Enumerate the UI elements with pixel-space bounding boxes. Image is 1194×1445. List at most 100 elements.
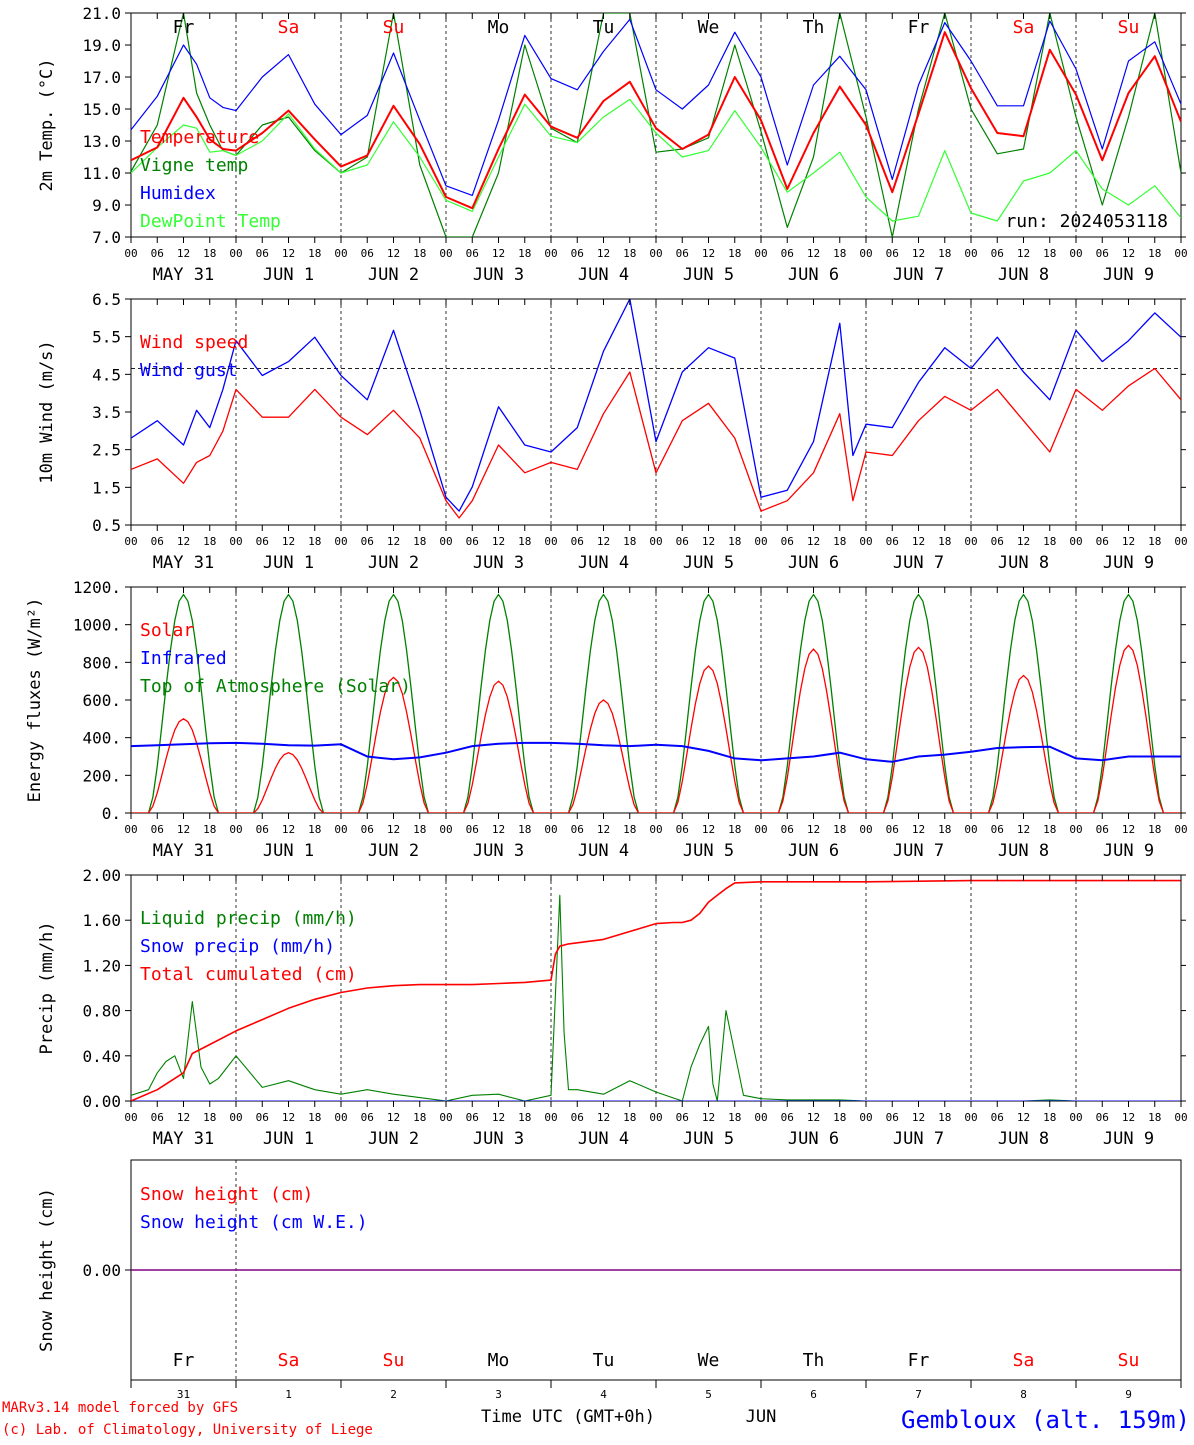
day-number-label: 7 <box>915 1388 922 1401</box>
x-day-label: JUN 6 <box>788 553 839 573</box>
weekday-label: Fr <box>908 1350 930 1371</box>
y-tick-label: 21.0 <box>82 4 121 23</box>
weekday-label: Su <box>1118 17 1140 38</box>
weekday-label: Su <box>1118 1350 1140 1371</box>
x-hour-label: 18 <box>518 1111 531 1124</box>
series-line-total-cumulated-cm- <box>131 879 1181 1101</box>
x-hour-label: 18 <box>623 535 636 548</box>
x-hour-label: 00 <box>229 823 242 836</box>
x-hour-label: 00 <box>439 535 452 548</box>
x-hour-label: 12 <box>702 1111 715 1124</box>
x-day-label: JUN 7 <box>893 1129 944 1149</box>
y-tick-label: 7.0 <box>92 228 121 247</box>
legend-entry: Snow height (cm) <box>140 1184 313 1205</box>
y-tick-label: 4.5 <box>92 365 121 384</box>
y-tick-label: 9.0 <box>92 196 121 215</box>
x-hour-label: 12 <box>597 247 610 260</box>
precip-lines <box>131 879 1181 1101</box>
x-hour-label: 00 <box>229 247 242 260</box>
y-tick-label: 1.60 <box>82 911 121 930</box>
x-hour-label: 00 <box>754 247 767 260</box>
weekday-label: Su <box>383 1350 405 1371</box>
x-hour-label: 12 <box>807 247 820 260</box>
x-hour-label: 00 <box>544 535 557 548</box>
day-number-label: 8 <box>1020 1388 1027 1401</box>
y-axis-label: Energy fluxes (W/m²) <box>25 598 45 803</box>
x-hour-label: 06 <box>1096 1111 1109 1124</box>
x-hour-label: 00 <box>754 823 767 836</box>
x-hour-label: 18 <box>833 823 846 836</box>
x-hour-label: 06 <box>256 823 269 836</box>
x-hour-label: 12 <box>1017 247 1030 260</box>
weekday-label: Fr <box>173 17 195 38</box>
y-tick-label: 1000. <box>73 616 121 635</box>
y-tick-label: 1.20 <box>82 956 121 975</box>
x-day-label: JUN 2 <box>368 1129 419 1149</box>
series-line-wind-gust <box>131 299 1181 512</box>
wind-lines <box>131 299 1181 519</box>
x-hour-label: 00 <box>754 535 767 548</box>
day-number-label: 1 <box>285 1388 292 1401</box>
x-hour-label: 18 <box>413 823 426 836</box>
run-label: run: 2024053118 <box>1005 211 1168 232</box>
x-hour-label: 00 <box>859 535 872 548</box>
x-hour-label: 12 <box>177 1111 190 1124</box>
x-hour-label: 06 <box>151 1111 164 1124</box>
x-hour-label: 12 <box>597 1111 610 1124</box>
x-day-label: JUN 2 <box>368 841 419 861</box>
x-day-label: JUN 2 <box>368 553 419 573</box>
x-hour-label: 00 <box>1069 535 1082 548</box>
weekday-label: We <box>698 1350 720 1371</box>
y-tick-label: 6.5 <box>92 290 121 309</box>
x-hour-label: 12 <box>1122 1111 1135 1124</box>
x-day-label: JUN 3 <box>473 265 524 285</box>
x-hour-label: 06 <box>991 1111 1004 1124</box>
legend-entry: Vigne temp <box>140 155 248 176</box>
y-tick-label: 0.80 <box>82 1002 121 1021</box>
y-tick-label: 2.5 <box>92 441 121 460</box>
y-tick-label: 0.00 <box>82 1092 121 1111</box>
x-hour-label: 06 <box>151 823 164 836</box>
x-hour-label: 18 <box>728 823 741 836</box>
x-hour-label: 12 <box>492 1111 505 1124</box>
series-line-solar <box>131 644 1181 813</box>
x-hour-label: 00 <box>229 1111 242 1124</box>
x-hour-label: 18 <box>728 1111 741 1124</box>
x-hour-label: 06 <box>781 823 794 836</box>
x-hour-label: 00 <box>1174 823 1187 836</box>
x-hour-label: 06 <box>886 247 899 260</box>
x-hour-label: 18 <box>308 823 321 836</box>
series-line-infrared <box>131 741 1181 763</box>
x-hour-label: 12 <box>912 247 925 260</box>
x-hour-label: 06 <box>361 535 374 548</box>
x-hour-label: 06 <box>571 823 584 836</box>
x-hour-label: 12 <box>597 535 610 548</box>
x-hour-label: 12 <box>807 535 820 548</box>
x-hour-label: 12 <box>1122 247 1135 260</box>
x-hour-label: 12 <box>1017 823 1030 836</box>
y-tick-label: 800. <box>82 653 121 672</box>
x-hour-label: 18 <box>938 823 951 836</box>
x-hour-label: 06 <box>571 247 584 260</box>
y-tick-label: 3.5 <box>92 403 121 422</box>
x-day-label: MAY 31 <box>153 265 214 285</box>
day-number-label: 3 <box>495 1388 502 1401</box>
x-hour-label: 06 <box>886 1111 899 1124</box>
weekday-label: Sa <box>1013 17 1035 38</box>
x-hour-label: 06 <box>886 823 899 836</box>
x-hour-label: 18 <box>938 535 951 548</box>
x-day-label: JUN 1 <box>263 1129 314 1149</box>
x-hour-label: 00 <box>544 1111 557 1124</box>
series-line-vigne-temp <box>131 13 1181 237</box>
x-hour-label: 00 <box>1174 247 1187 260</box>
x-hour-label: 00 <box>439 1111 452 1124</box>
x-hour-label: 06 <box>151 535 164 548</box>
x-day-label: JUN 7 <box>893 265 944 285</box>
x-day-label: JUN 4 <box>578 1129 629 1149</box>
month-label: JUN <box>746 1407 777 1427</box>
y-tick-label: 200. <box>82 766 121 785</box>
legend-entry: Humidex <box>140 183 216 204</box>
x-hour-label: 00 <box>544 823 557 836</box>
x-hour-label: 12 <box>177 535 190 548</box>
x-hour-label: 06 <box>571 535 584 548</box>
